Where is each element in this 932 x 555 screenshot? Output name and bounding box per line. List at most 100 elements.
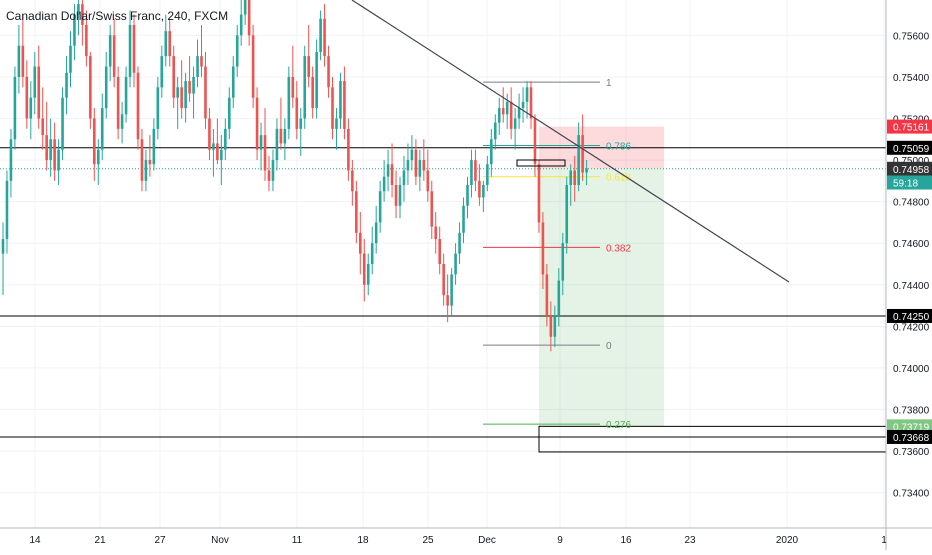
candle-body bbox=[553, 315, 557, 337]
candle-body bbox=[390, 164, 394, 186]
price-axis[interactable]: 0.73400 0.73600 0.73800 0.74000 0.74200 0.744… bbox=[885, 0, 932, 550]
candle-body bbox=[89, 56, 92, 119]
candle-body bbox=[100, 108, 104, 150]
price-tick-label: 0.75400 bbox=[893, 73, 930, 84]
candle-body bbox=[394, 185, 398, 206]
candle-body bbox=[235, 35, 239, 67]
candle-body bbox=[271, 160, 275, 181]
candle-body bbox=[581, 135, 584, 173]
candle-body bbox=[255, 97, 259, 150]
price-tag bbox=[887, 161, 932, 176]
price-tag-label: 0.75161 bbox=[893, 123, 930, 134]
candle-body bbox=[319, 18, 322, 52]
price-tick-label: 0.74200 bbox=[893, 322, 930, 333]
candle-body bbox=[509, 101, 513, 129]
candle-body bbox=[263, 135, 267, 171]
price-tag-label: 0.75059 bbox=[893, 144, 930, 155]
candle-body bbox=[513, 118, 517, 129]
horizontal-levels[interactable] bbox=[0, 147, 886, 438]
candle-body bbox=[355, 191, 358, 233]
candle-body bbox=[406, 160, 410, 171]
candle-body bbox=[493, 122, 497, 140]
candle-body bbox=[251, 35, 255, 98]
candle-body bbox=[81, 4, 84, 25]
candle-body bbox=[112, 35, 116, 77]
candle-body bbox=[327, 56, 330, 88]
candle-body bbox=[331, 87, 334, 129]
candle-body bbox=[359, 232, 362, 254]
candle-body bbox=[224, 128, 227, 150]
price-tag-label: 0.74958 bbox=[893, 165, 930, 176]
candle-body bbox=[343, 81, 346, 129]
candle-body bbox=[216, 143, 219, 161]
candle-body bbox=[533, 118, 537, 165]
candle-body bbox=[585, 168, 588, 173]
price-tick-label: 0.74000 bbox=[893, 364, 930, 375]
candle-body bbox=[446, 295, 449, 306]
fib-level-label: 0 bbox=[606, 341, 612, 352]
candle-body bbox=[462, 205, 465, 233]
candle-body bbox=[73, 14, 76, 46]
time-tick-label: 21 bbox=[94, 535, 106, 546]
candle-body bbox=[212, 143, 215, 150]
candle-body bbox=[537, 164, 541, 223]
candle-body bbox=[204, 66, 207, 119]
long-position-tool[interactable] bbox=[538, 126, 887, 453]
candle-body bbox=[152, 128, 156, 165]
candle-body bbox=[21, 45, 25, 77]
symbol-title: Canadian Dollar/Swiss Franc, 240, FXCM bbox=[6, 9, 229, 23]
price-tag-label: 0.73719 bbox=[893, 422, 930, 433]
candle-body bbox=[120, 114, 124, 129]
candle-body bbox=[267, 170, 271, 181]
candle-body bbox=[77, 4, 80, 15]
candle-body bbox=[450, 274, 453, 306]
candle-body bbox=[247, 0, 251, 36]
candle-body bbox=[323, 18, 326, 57]
candle-body bbox=[339, 81, 342, 119]
price-tick-label: 0.75000 bbox=[893, 156, 930, 167]
candle-body bbox=[188, 81, 191, 94]
candle-body bbox=[160, 56, 164, 88]
candle-body bbox=[434, 226, 438, 240]
candle-body bbox=[478, 180, 481, 198]
candle-body bbox=[124, 76, 128, 115]
candle-body bbox=[438, 239, 441, 264]
time-axis[interactable]: 14 21 27 Nov 11 18 25 Dec 9 16 23 2020 1 bbox=[0, 527, 932, 546]
candle-body bbox=[61, 97, 64, 150]
candle-body bbox=[9, 139, 13, 181]
candle-body bbox=[295, 97, 299, 129]
candle-body bbox=[33, 66, 37, 98]
price-tick-label: 0.74400 bbox=[893, 281, 930, 292]
candle-body bbox=[454, 253, 457, 275]
annotation-box bbox=[516, 159, 566, 167]
candle-body bbox=[366, 264, 370, 285]
time-tick-label: 2020 bbox=[776, 535, 799, 546]
candle-body bbox=[231, 66, 235, 98]
candle-body bbox=[351, 170, 354, 192]
candle-body bbox=[561, 243, 565, 281]
candle-body bbox=[172, 56, 176, 98]
candle-body bbox=[180, 87, 183, 109]
candle-body bbox=[85, 24, 88, 57]
candle-body bbox=[414, 149, 418, 177]
candle-body bbox=[311, 76, 314, 109]
candle-body bbox=[208, 118, 211, 150]
candle-body bbox=[283, 128, 287, 144]
time-tick-label: Nov bbox=[211, 535, 229, 546]
time-tick-label: 27 bbox=[154, 535, 166, 546]
fib-level-label: 0.786 bbox=[606, 142, 631, 153]
candle-body bbox=[128, 24, 132, 77]
price-tick-label: 0.73800 bbox=[893, 406, 930, 417]
candle-body bbox=[116, 76, 120, 129]
candle-body bbox=[184, 81, 187, 109]
fibonacci-retracement[interactable]: 1 0.786 0.618 0.382 0 0.276 bbox=[483, 78, 631, 431]
candle-body bbox=[49, 139, 52, 161]
candle-body bbox=[299, 118, 303, 129]
candle-body bbox=[303, 56, 307, 119]
candle-body bbox=[382, 176, 386, 192]
candle-body bbox=[279, 128, 283, 144]
candle-body bbox=[156, 87, 160, 129]
trendline[interactable] bbox=[351, 0, 790, 283]
